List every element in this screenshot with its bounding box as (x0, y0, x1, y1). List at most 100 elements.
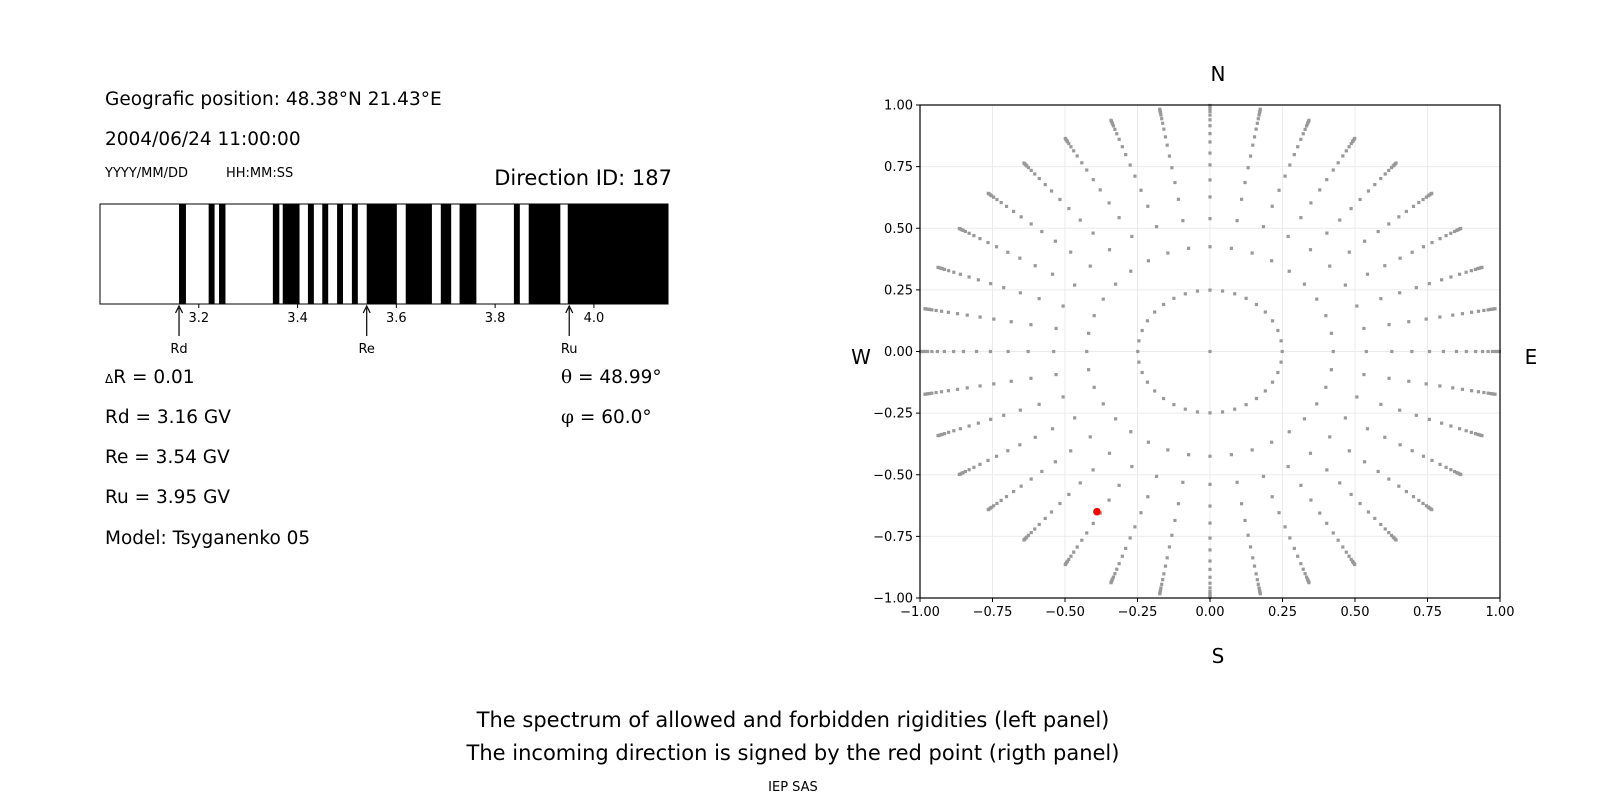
direction-point (1308, 451, 1313, 455)
y-tick-label: 0.50 (884, 222, 913, 237)
direction-point (1145, 380, 1150, 384)
direction-point (1120, 145, 1124, 149)
direction-point (986, 240, 990, 245)
direction-point (1470, 389, 1474, 393)
direction-point (1331, 531, 1335, 535)
direction-point (1208, 559, 1212, 563)
direction-point (1424, 317, 1428, 321)
direction-point (1154, 474, 1159, 478)
direction-point (1469, 430, 1473, 434)
direction-point (1302, 282, 1307, 286)
direction-point (1349, 141, 1353, 146)
direction-point (1288, 536, 1292, 540)
direction-point (1270, 259, 1274, 263)
direction-point (1464, 270, 1468, 274)
direction-point (1091, 468, 1095, 472)
direction-point (1080, 538, 1084, 542)
direction-point (1208, 521, 1212, 525)
direction-point (1328, 435, 1332, 439)
direction-point (995, 197, 999, 202)
direction-point (1254, 396, 1259, 401)
direction-point (1270, 440, 1274, 444)
direction-point (1029, 376, 1033, 380)
direction-point (1299, 483, 1303, 487)
x-tick-label: −1.00 (900, 605, 940, 620)
incoming-direction-point (1093, 507, 1101, 516)
direction-point (1493, 392, 1497, 396)
x-tick-label: 3.8 (485, 311, 506, 326)
direction-point (1165, 556, 1169, 560)
direction-point (1146, 259, 1150, 263)
direction-point (1438, 384, 1442, 388)
direction-point (1407, 379, 1411, 383)
direction-point (1383, 264, 1387, 268)
direction-point (1073, 283, 1077, 287)
direction-point (1080, 161, 1084, 165)
direction-point (1486, 391, 1490, 395)
direction-point (1315, 402, 1319, 406)
direction-point (1129, 269, 1133, 273)
direction-point (1208, 548, 1212, 552)
x-tick-label: 0.00 (1196, 605, 1225, 620)
direction-point (1208, 482, 1212, 486)
direction-point (1063, 562, 1067, 567)
direction-point (1101, 402, 1105, 406)
direction-point (1257, 113, 1261, 117)
direction-point (1473, 432, 1478, 436)
direction-point (1037, 297, 1041, 301)
direction-point (1318, 188, 1322, 192)
direction-point (1250, 448, 1254, 452)
direction-point (1133, 174, 1137, 178)
x-tick-label: 0.75 (1413, 605, 1442, 620)
y-tick-label: −0.25 (873, 407, 913, 422)
direction-point (1252, 135, 1257, 139)
delta-symbol: Δ (105, 372, 114, 386)
direction-point (1176, 502, 1181, 506)
direction-point (1075, 154, 1079, 158)
direction-point (1263, 389, 1267, 393)
direction-point (1376, 229, 1380, 234)
direction-point (1288, 163, 1292, 167)
direction-point (1279, 339, 1283, 343)
x-tick-label: 3.6 (386, 311, 407, 326)
spectrum-frame (99, 203, 669, 305)
direction-point (1022, 161, 1026, 165)
direction-point (1137, 339, 1141, 343)
direction-point (1305, 124, 1309, 128)
direction-point (1153, 389, 1157, 393)
direction-point (1276, 370, 1280, 375)
direction-point (1018, 256, 1022, 260)
direction-point (1183, 292, 1187, 296)
direction-point (1347, 250, 1351, 254)
direction-point (1459, 226, 1463, 231)
direction-point (1181, 219, 1185, 223)
direction-point (1208, 589, 1212, 594)
direction-point (1438, 462, 1442, 466)
direction-point (1033, 264, 1037, 268)
direction-point (1362, 372, 1366, 377)
direction-point (1109, 581, 1113, 585)
direction-point (1091, 178, 1095, 182)
direction-point (1053, 460, 1057, 464)
direction-point (942, 349, 946, 354)
direction-point (1387, 530, 1391, 535)
direction-point (1243, 180, 1247, 185)
direction-point (1373, 516, 1377, 521)
direction-point (1069, 554, 1073, 558)
direction-point (1018, 408, 1022, 412)
direction-point (1229, 246, 1234, 250)
direction-point (1449, 275, 1453, 279)
direction-point (976, 278, 980, 282)
direction-point (930, 308, 934, 312)
direction-point (1387, 376, 1391, 380)
y-tick-label: 0.00 (884, 345, 913, 360)
direction-point (1424, 382, 1428, 386)
direction-point (1404, 209, 1408, 214)
direction-point (957, 226, 961, 231)
direction-point (1410, 349, 1414, 354)
direction-point (1075, 545, 1079, 549)
direction-point (1411, 204, 1416, 208)
direction-point (1473, 267, 1478, 271)
direction-point (1091, 231, 1095, 235)
y-tick-label: 1.00 (884, 99, 913, 114)
